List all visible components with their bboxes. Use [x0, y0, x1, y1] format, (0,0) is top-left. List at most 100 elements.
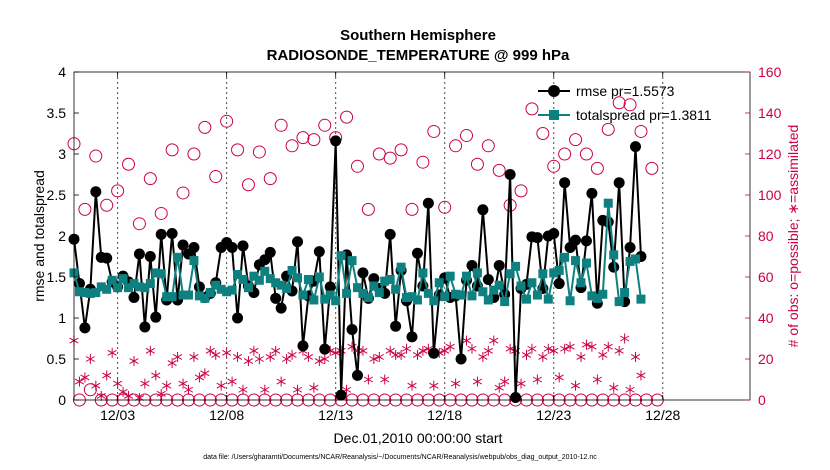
assimilated-point [113, 378, 123, 389]
totalspread-point [549, 268, 559, 278]
rmse-point [101, 252, 113, 264]
totalspread-point [331, 296, 341, 306]
y-right-tick-label: 40 [758, 310, 774, 326]
y-right-tick-label: 100 [758, 187, 782, 203]
totalspread-point [167, 292, 177, 302]
rmse-point [493, 260, 505, 272]
possible-point [612, 96, 626, 110]
y-right-tick-label: 140 [758, 105, 782, 121]
totalspread-point [162, 292, 172, 302]
x-tick-label: 12/28 [645, 407, 680, 423]
legend: rmse pr=1.5573 totalspread pr=1.3811 [538, 83, 712, 123]
totalspread-point [571, 256, 581, 266]
assimilated-point-stroke [472, 378, 483, 385]
assimilated-point [543, 343, 553, 354]
assimilated-point-stroke [276, 378, 286, 385]
totalspread-point [532, 290, 542, 300]
y-right-tick-label: 80 [758, 228, 774, 244]
possible-point [340, 110, 354, 124]
y-left-tick-label: 3 [58, 146, 66, 162]
totalspread-point [483, 295, 493, 305]
assimilated-point-stroke [489, 337, 499, 344]
assimilated-point-stroke [521, 351, 532, 358]
possible-point [100, 198, 114, 212]
assimilated-point-stroke [282, 356, 292, 362]
x-tick-label: 12/23 [536, 407, 571, 423]
totalspread-point [565, 296, 575, 306]
totalspread-point [418, 268, 428, 278]
totalspread-point [200, 293, 210, 303]
assimilated-point-stroke [554, 374, 564, 381]
assimilated-point [243, 356, 254, 367]
assimilated-point [189, 351, 199, 362]
rmse-point [275, 302, 287, 314]
assimilated-point-stroke [232, 354, 243, 360]
assimilated-point [532, 374, 542, 385]
assimilated-point-stroke [451, 380, 461, 387]
totalspread-point [505, 269, 515, 279]
totalspread-point [614, 297, 624, 307]
assimilated-point-stroke [445, 343, 455, 350]
assimilated-point-stroke [123, 392, 134, 399]
rmse-point [570, 234, 582, 246]
rmse-point [510, 392, 522, 404]
assimilated-point [374, 351, 384, 362]
y-left-tick-label: 1 [58, 310, 66, 326]
possible-point [274, 118, 288, 132]
assimilated-point-stroke [194, 374, 204, 381]
rmse-point [226, 241, 238, 253]
possible-point [460, 129, 474, 143]
assimilated-point-stroke [478, 354, 488, 360]
assimilated-point-stroke [265, 354, 275, 360]
assimilated-point-stroke [107, 349, 117, 356]
totalspread-point [173, 252, 183, 262]
possible-point [361, 202, 375, 216]
totalspread-point [494, 280, 504, 290]
possible-point [405, 202, 419, 216]
rmse-point [128, 292, 140, 303]
possible-point [569, 133, 583, 147]
assimilated-point [472, 376, 483, 387]
assimilated-point [211, 349, 221, 360]
assimilated-point-stroke [178, 380, 188, 387]
rmse-point [133, 248, 145, 260]
totalspread-point [287, 265, 297, 275]
rmse-point [482, 273, 494, 285]
totalspread-point [129, 279, 139, 289]
assimilated-point-stroke [527, 345, 537, 352]
assimilated-point-stroke [183, 386, 194, 393]
possible-point [645, 161, 659, 175]
totalspread-point [205, 288, 215, 298]
assimilated-point [554, 372, 564, 383]
rmse-point [559, 177, 571, 189]
rmse-point [264, 246, 276, 258]
assimilated-point [440, 345, 450, 356]
assimilated-point-stroke [532, 376, 542, 383]
assimilated-point-stroke [156, 390, 166, 397]
totalspread-point [462, 271, 472, 281]
possible-point [220, 114, 234, 128]
chart-subtitle: RADIOSONDE_TEMPERATURE @ 999 hPa [267, 47, 570, 64]
assimilated-point-stroke [260, 386, 270, 393]
assimilated-point-stroke [374, 354, 384, 360]
rmse-point [188, 241, 200, 253]
assimilated-point [380, 374, 390, 385]
totalspread-point [620, 288, 630, 298]
assimilated-point-stroke [630, 354, 641, 360]
totalspread-point [227, 285, 237, 295]
assimilated-point-stroke [505, 345, 515, 352]
rmse-point [411, 247, 423, 259]
totalspread-point [134, 282, 144, 292]
assimilated-point [156, 388, 166, 399]
possible-point [89, 149, 103, 163]
data-file-footnote: data file: /Users/gharamti/Documents/NCA… [203, 454, 597, 461]
totalspread-point [543, 294, 553, 304]
assimilated-point [309, 382, 319, 393]
possible-point [590, 161, 604, 175]
totalspread-point [560, 252, 570, 262]
possible-point [252, 145, 266, 159]
totalspread-point [74, 287, 84, 297]
totalspread-point [113, 283, 123, 293]
possible-point [318, 118, 332, 132]
totalspread-point [407, 292, 417, 302]
